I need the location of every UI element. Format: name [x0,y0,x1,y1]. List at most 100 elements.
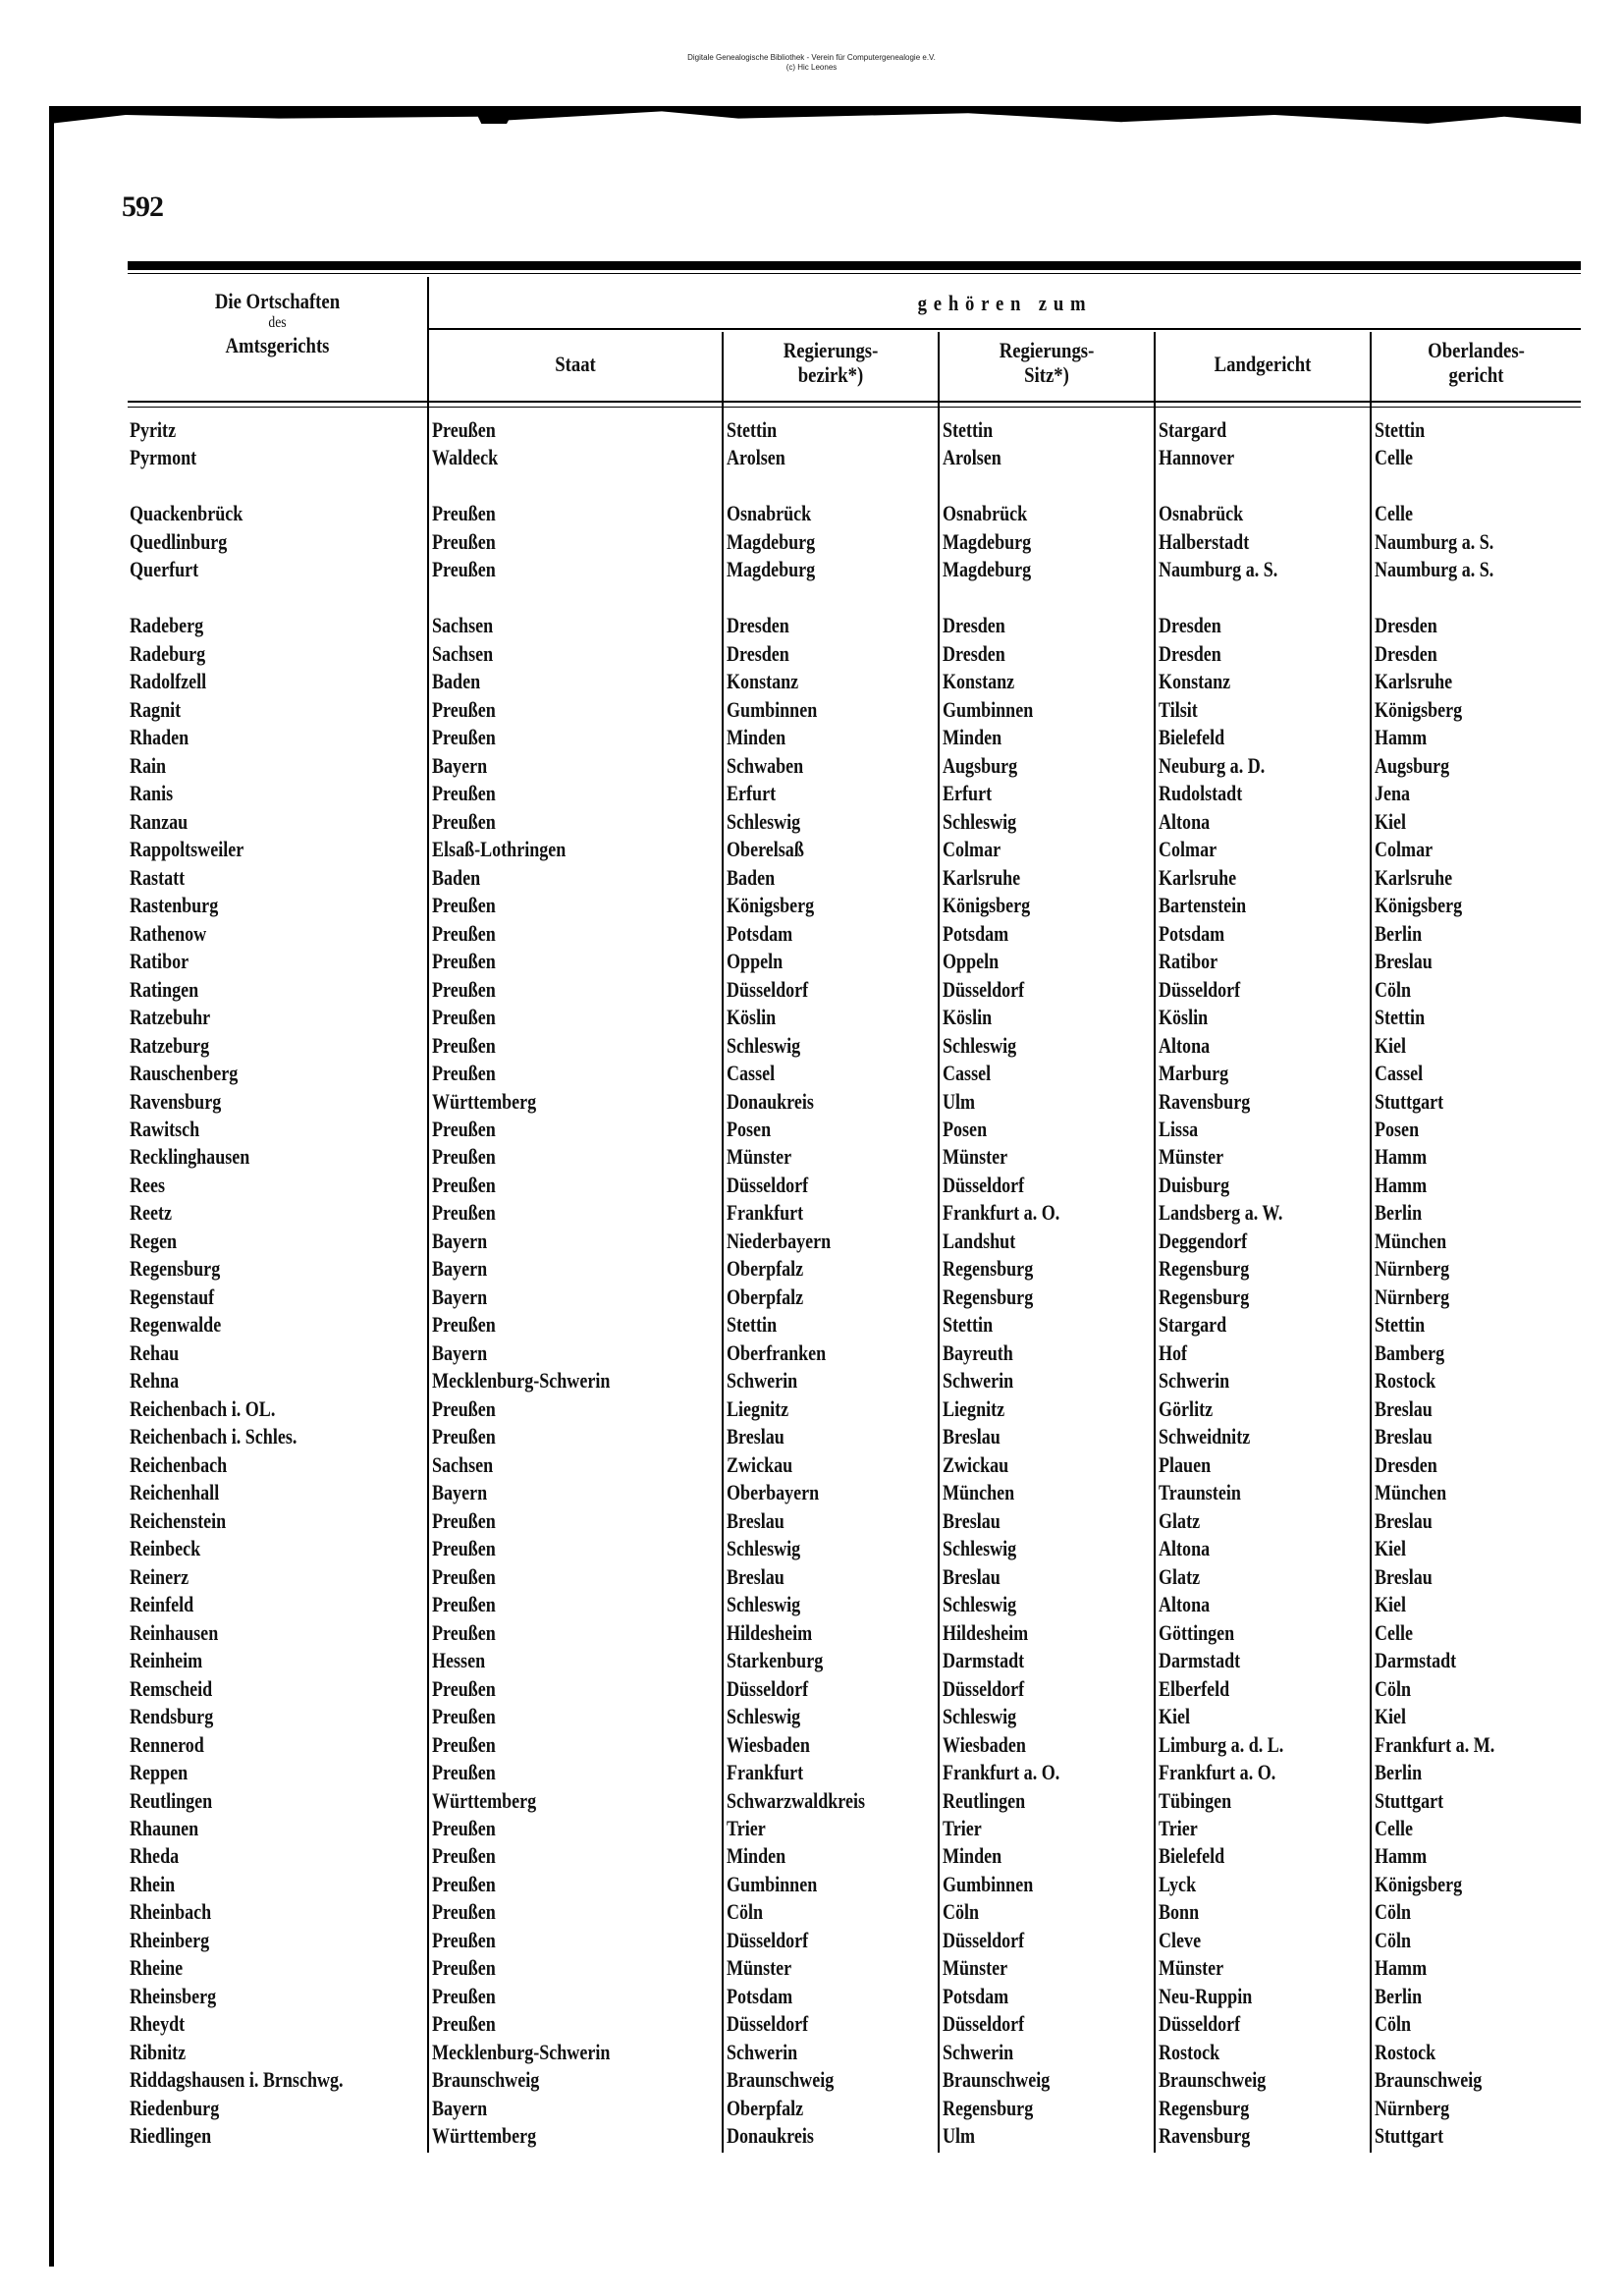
cell-place-name: Rheinsberg [130,1983,217,2008]
cell-place-name: Ratzebuhr [130,1005,211,1030]
cell-regierungssitz: Gumbinnen [943,1871,1034,1896]
cell-oberlandesgericht: Nürnberg [1375,1284,1450,1309]
cell-regierungssitz: Stettin [943,417,994,442]
cell-landgericht: Bielefeld [1159,1843,1225,1869]
cell-regierungssitz: Gumbinnen [943,696,1034,722]
cell-staat: Preußen [432,557,496,582]
cell-place-name: Reppen [130,1760,189,1785]
cell-landgericht: Köslin [1159,1005,1209,1030]
cell-place-name: Ragnit [130,696,182,722]
cell-regierungssitz: Konstanz [943,669,1015,694]
cell-oberlandesgericht: Dresden [1375,613,1437,638]
cell-regierungssitz: Landshut [943,1228,1016,1253]
header-landgericht: Landgericht [1214,352,1312,376]
cell-oberlandesgericht: Hamm [1375,1955,1428,1981]
cell-landgericht: Bonn [1159,1899,1200,1925]
cell-regierungsbezirk: Frankfurt [727,1200,804,1226]
cell-oberlandesgericht: Cöln [1375,1899,1412,1925]
cell-place-name: Reinbeck [130,1536,201,1561]
cell-regierungssitz: Wiesbaden [943,1731,1026,1757]
cell-place-name: Rhein [130,1871,176,1896]
cell-landgericht: Görlitz [1159,1395,1214,1421]
cell-place-name: Reinheim [130,1648,203,1673]
cell-place-name: Rappoltsweiler [130,837,244,862]
column-divider [1154,332,1156,2153]
cell-regierungsbezirk: Braunschweig [727,2067,835,2093]
cell-regierungsbezirk: Arolsen [727,445,785,470]
cell-landgericht: Kiel [1159,1704,1191,1729]
cell-staat: Preußen [432,1816,496,1840]
cell-regierungsbezirk: Breslau [727,1507,784,1533]
cell-oberlandesgericht: Berlin [1375,1200,1423,1226]
cell-staat: Preußen [432,1592,496,1617]
cell-oberlandesgericht: Stuttgart [1375,1787,1444,1813]
cell-place-name: Ranis [130,781,174,806]
cell-regierungsbezirk: Magdeburg [727,557,816,582]
cell-staat: Preußen [432,1172,496,1197]
header-group: gehören zum [917,291,1093,315]
cell-regierungssitz: Schleswig [943,1592,1017,1617]
cell-oberlandesgericht: Breslau [1375,1507,1433,1533]
cell-place-name: Rheda [130,1843,180,1869]
cell-oberlandesgericht: Kiel [1375,1032,1407,1058]
cell-regierungssitz: Düsseldorf [943,976,1025,1002]
cell-staat: Preußen [432,949,496,974]
column-divider [722,332,724,2153]
cell-regierungsbezirk: Wiesbaden [727,1731,810,1757]
cell-regierungssitz: Minden [943,725,1002,750]
cell-regierungsbezirk: Oberpfalz [727,1284,804,1309]
cell-staat: Preußen [432,893,496,918]
cell-regierungssitz: Schleswig [943,808,1017,834]
scan-left-border [49,106,54,2267]
cell-staat: Preußen [432,1955,496,1981]
cell-place-name: Pyritz [130,417,177,442]
cell-staat: Sachsen [432,1451,494,1477]
cell-oberlandesgericht: Braunschweig [1375,2067,1483,2093]
cell-landgericht: Altona [1159,1592,1211,1617]
cell-oberlandesgericht: Bamberg [1375,1339,1445,1365]
cell-landgericht: Braunschweig [1159,2067,1267,2093]
cell-staat: Baden [432,864,481,890]
cell-place-name: Reinerz [130,1563,189,1589]
cell-landgericht: Stargard [1159,1312,1227,1338]
cell-landgericht: Dresden [1159,640,1221,666]
cell-landgericht: Bielefeld [1159,725,1225,750]
cell-regierungssitz: Zwickau [943,1451,1009,1477]
cell-regierungssitz: Liegnitz [943,1395,1005,1421]
cell-staat: Preußen [432,1536,496,1561]
cell-landgericht: Deggendorf [1159,1228,1248,1253]
cell-regierungsbezirk: Schwerin [727,2039,798,2064]
cell-regierungssitz: Düsseldorf [943,1172,1025,1197]
cell-regierungssitz: Schwerin [943,1368,1014,1394]
cell-staat: Hessen [432,1648,486,1673]
cell-regierungssitz: Breslau [943,1507,1001,1533]
cell-staat: Preußen [432,1563,496,1589]
cell-landgericht: Ravensburg [1159,2123,1251,2149]
cell-staat: Preußen [432,1899,496,1925]
cell-regierungssitz: Regensburg [943,1284,1034,1309]
cell-place-name: Pyrmont [130,445,197,470]
cell-regierungssitz: Breslau [943,1563,1001,1589]
cell-regierungsbezirk: Schleswig [727,1536,801,1561]
header-bezirk-line1: Regierungs- [783,338,879,362]
cell-regierungsbezirk: Schleswig [727,1704,801,1729]
cell-oberlandesgericht: Colmar [1375,837,1434,862]
cell-landgericht: Neuburg a. D. [1159,752,1266,778]
cell-landgericht: Münster [1159,1955,1224,1981]
cell-staat: Preußen [432,1005,496,1030]
cell-staat: Preußen [432,1927,496,1952]
cell-regierungssitz: Darmstadt [943,1648,1025,1673]
cell-regierungsbezirk: Schleswig [727,808,801,834]
cell-landgericht: Stargard [1159,417,1227,442]
cell-oberlandesgericht: Naumburg a. S. [1375,557,1494,582]
cell-oberlandesgericht: Hamm [1375,1172,1428,1197]
cell-regierungsbezirk: Oberfranken [727,1339,827,1365]
cell-oberlandesgericht: Cöln [1375,1927,1412,1952]
cell-place-name: Rhaden [130,725,189,750]
cell-place-name: Ranzau [130,808,189,834]
cell-landgericht: Cleve [1159,1927,1202,1952]
cell-staat: Preußen [432,808,496,834]
cell-oberlandesgericht: Karlsruhe [1375,864,1453,890]
header-top-thin-rule [128,273,1581,274]
cell-landgericht: Dresden [1159,613,1221,638]
